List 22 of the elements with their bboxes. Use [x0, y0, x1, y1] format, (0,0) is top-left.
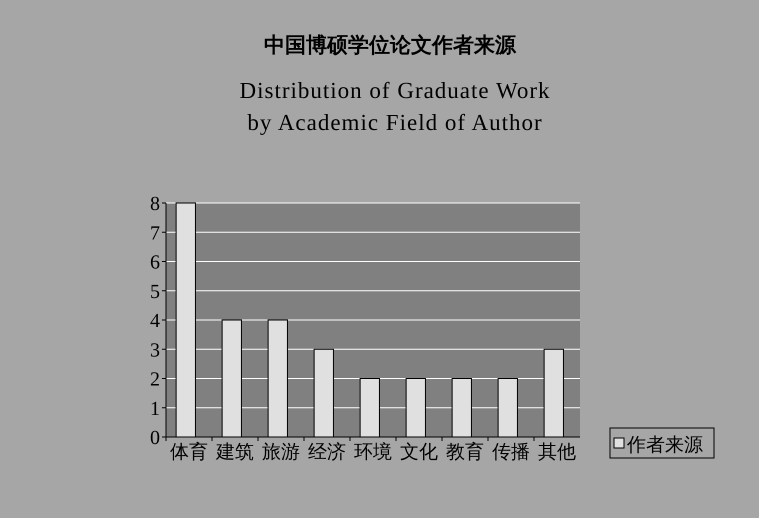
y-tick-label: 5 [150, 280, 160, 303]
x-tick-label: 教育 [446, 441, 484, 463]
x-tick-label: 环境 [354, 441, 392, 463]
y-tick-label: 2 [150, 368, 160, 390]
legend: 作者来源 [610, 428, 714, 458]
y-tick-label: 4 [150, 310, 160, 332]
x-tick-label: 体育 [170, 441, 208, 463]
x-tick-label: 建筑 [215, 442, 254, 463]
y-tick-label: 6 [150, 252, 160, 274]
x-tick-label: 传播 [492, 442, 530, 463]
legend-label: 作者来源 [626, 435, 703, 456]
x-tick-label: 其他 [538, 442, 576, 463]
y-tick-label: 8 [150, 193, 160, 215]
y-tick-label: 3 [150, 339, 160, 362]
x-tick-label: 旅游 [262, 442, 300, 463]
x-tick-label: 文化 [400, 442, 438, 463]
y-tick-label: 1 [150, 398, 160, 420]
y-tick-label: 0 [150, 427, 160, 449]
y-tick-label: 7 [150, 222, 160, 244]
x-tick-label: 经济 [308, 441, 346, 463]
chart-subtitle: Distribution of Graduate Work by Academic Field of Author [240, 78, 550, 135]
chart-title: 中国博硕学位论文作者来源 [264, 33, 517, 57]
